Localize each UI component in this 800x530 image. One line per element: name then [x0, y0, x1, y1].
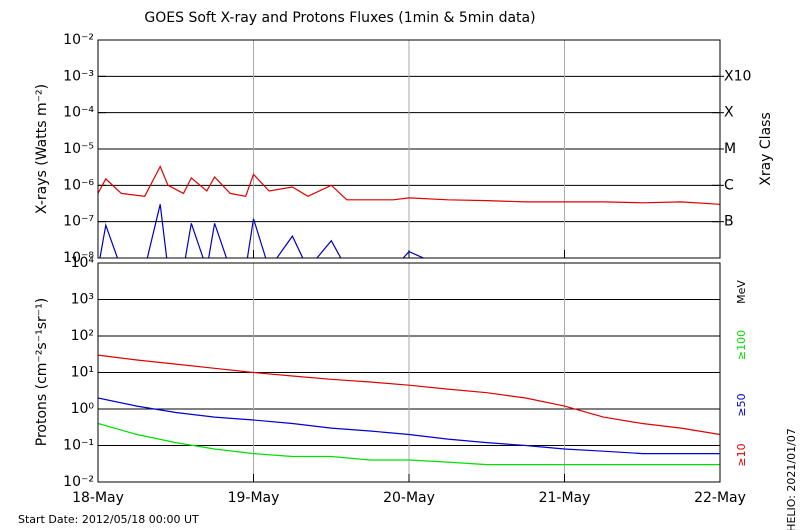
- y-tick-label: 10⁻⁴: [63, 105, 94, 121]
- legend-entry: ≥10: [735, 443, 748, 466]
- credit: HELIO: 2021/01/07: [785, 428, 798, 530]
- legend-entry: ≥50: [735, 393, 748, 416]
- y-tick-label: 10¹: [71, 365, 94, 381]
- footer-note: Start Date: 2012/05/18 00:00 UT: [18, 513, 199, 526]
- data-line: [98, 354, 720, 436]
- x-tick-label: 18-May: [72, 490, 124, 506]
- y2-tick-label: X: [724, 105, 734, 121]
- x-tick-label: 22-May: [694, 490, 746, 506]
- legend-entry: ≥100: [735, 330, 748, 360]
- y2-tick-label: X10: [724, 68, 751, 84]
- y-tick-label: 10⁻³: [63, 68, 94, 84]
- data-line: [99, 204, 425, 258]
- plot-frame: [97, 262, 721, 483]
- x-tick-label: 19-May: [228, 490, 280, 506]
- y2-tick-label: C: [724, 177, 734, 193]
- y-axis-label: Protons (cm⁻²s⁻¹sr⁻¹): [34, 298, 50, 447]
- plot-frame: [97, 39, 721, 259]
- legend-title: MeV: [735, 280, 748, 304]
- y-tick-label: 10⁰: [71, 401, 95, 417]
- y2-tick-label: B: [724, 214, 734, 230]
- x-tick-label: 20-May: [383, 490, 435, 506]
- y-tick-label: 10⁻⁷: [63, 214, 94, 230]
- y-tick-label: 10⁴: [71, 255, 95, 271]
- y-tick-label: 10⁻⁸: [63, 250, 94, 266]
- x-tick-label: 21-May: [539, 490, 591, 506]
- y2-tick-label: M: [724, 141, 736, 157]
- y-tick-label: 10³: [71, 292, 94, 308]
- plot-area: [98, 354, 720, 466]
- y2-axis-label: Xray Class: [758, 112, 774, 186]
- y-tick-label: 10²: [71, 328, 94, 344]
- y-tick-label: 10⁻⁵: [63, 141, 94, 157]
- plot-area: [98, 165, 720, 258]
- data-line: [98, 397, 720, 455]
- y-tick-label: 10⁻⁶: [63, 177, 94, 193]
- y-tick-label: 10⁻²: [63, 32, 94, 48]
- chart-title: GOES Soft X-ray and Protons Fluxes (1min…: [144, 10, 535, 26]
- y-axis-label: X-rays (Watts m⁻²): [34, 84, 50, 214]
- data-line: [98, 165, 720, 205]
- y-tick-label: 10⁻²: [63, 474, 94, 490]
- data-line: [98, 422, 720, 466]
- y-tick-label: 10⁻¹: [63, 438, 94, 454]
